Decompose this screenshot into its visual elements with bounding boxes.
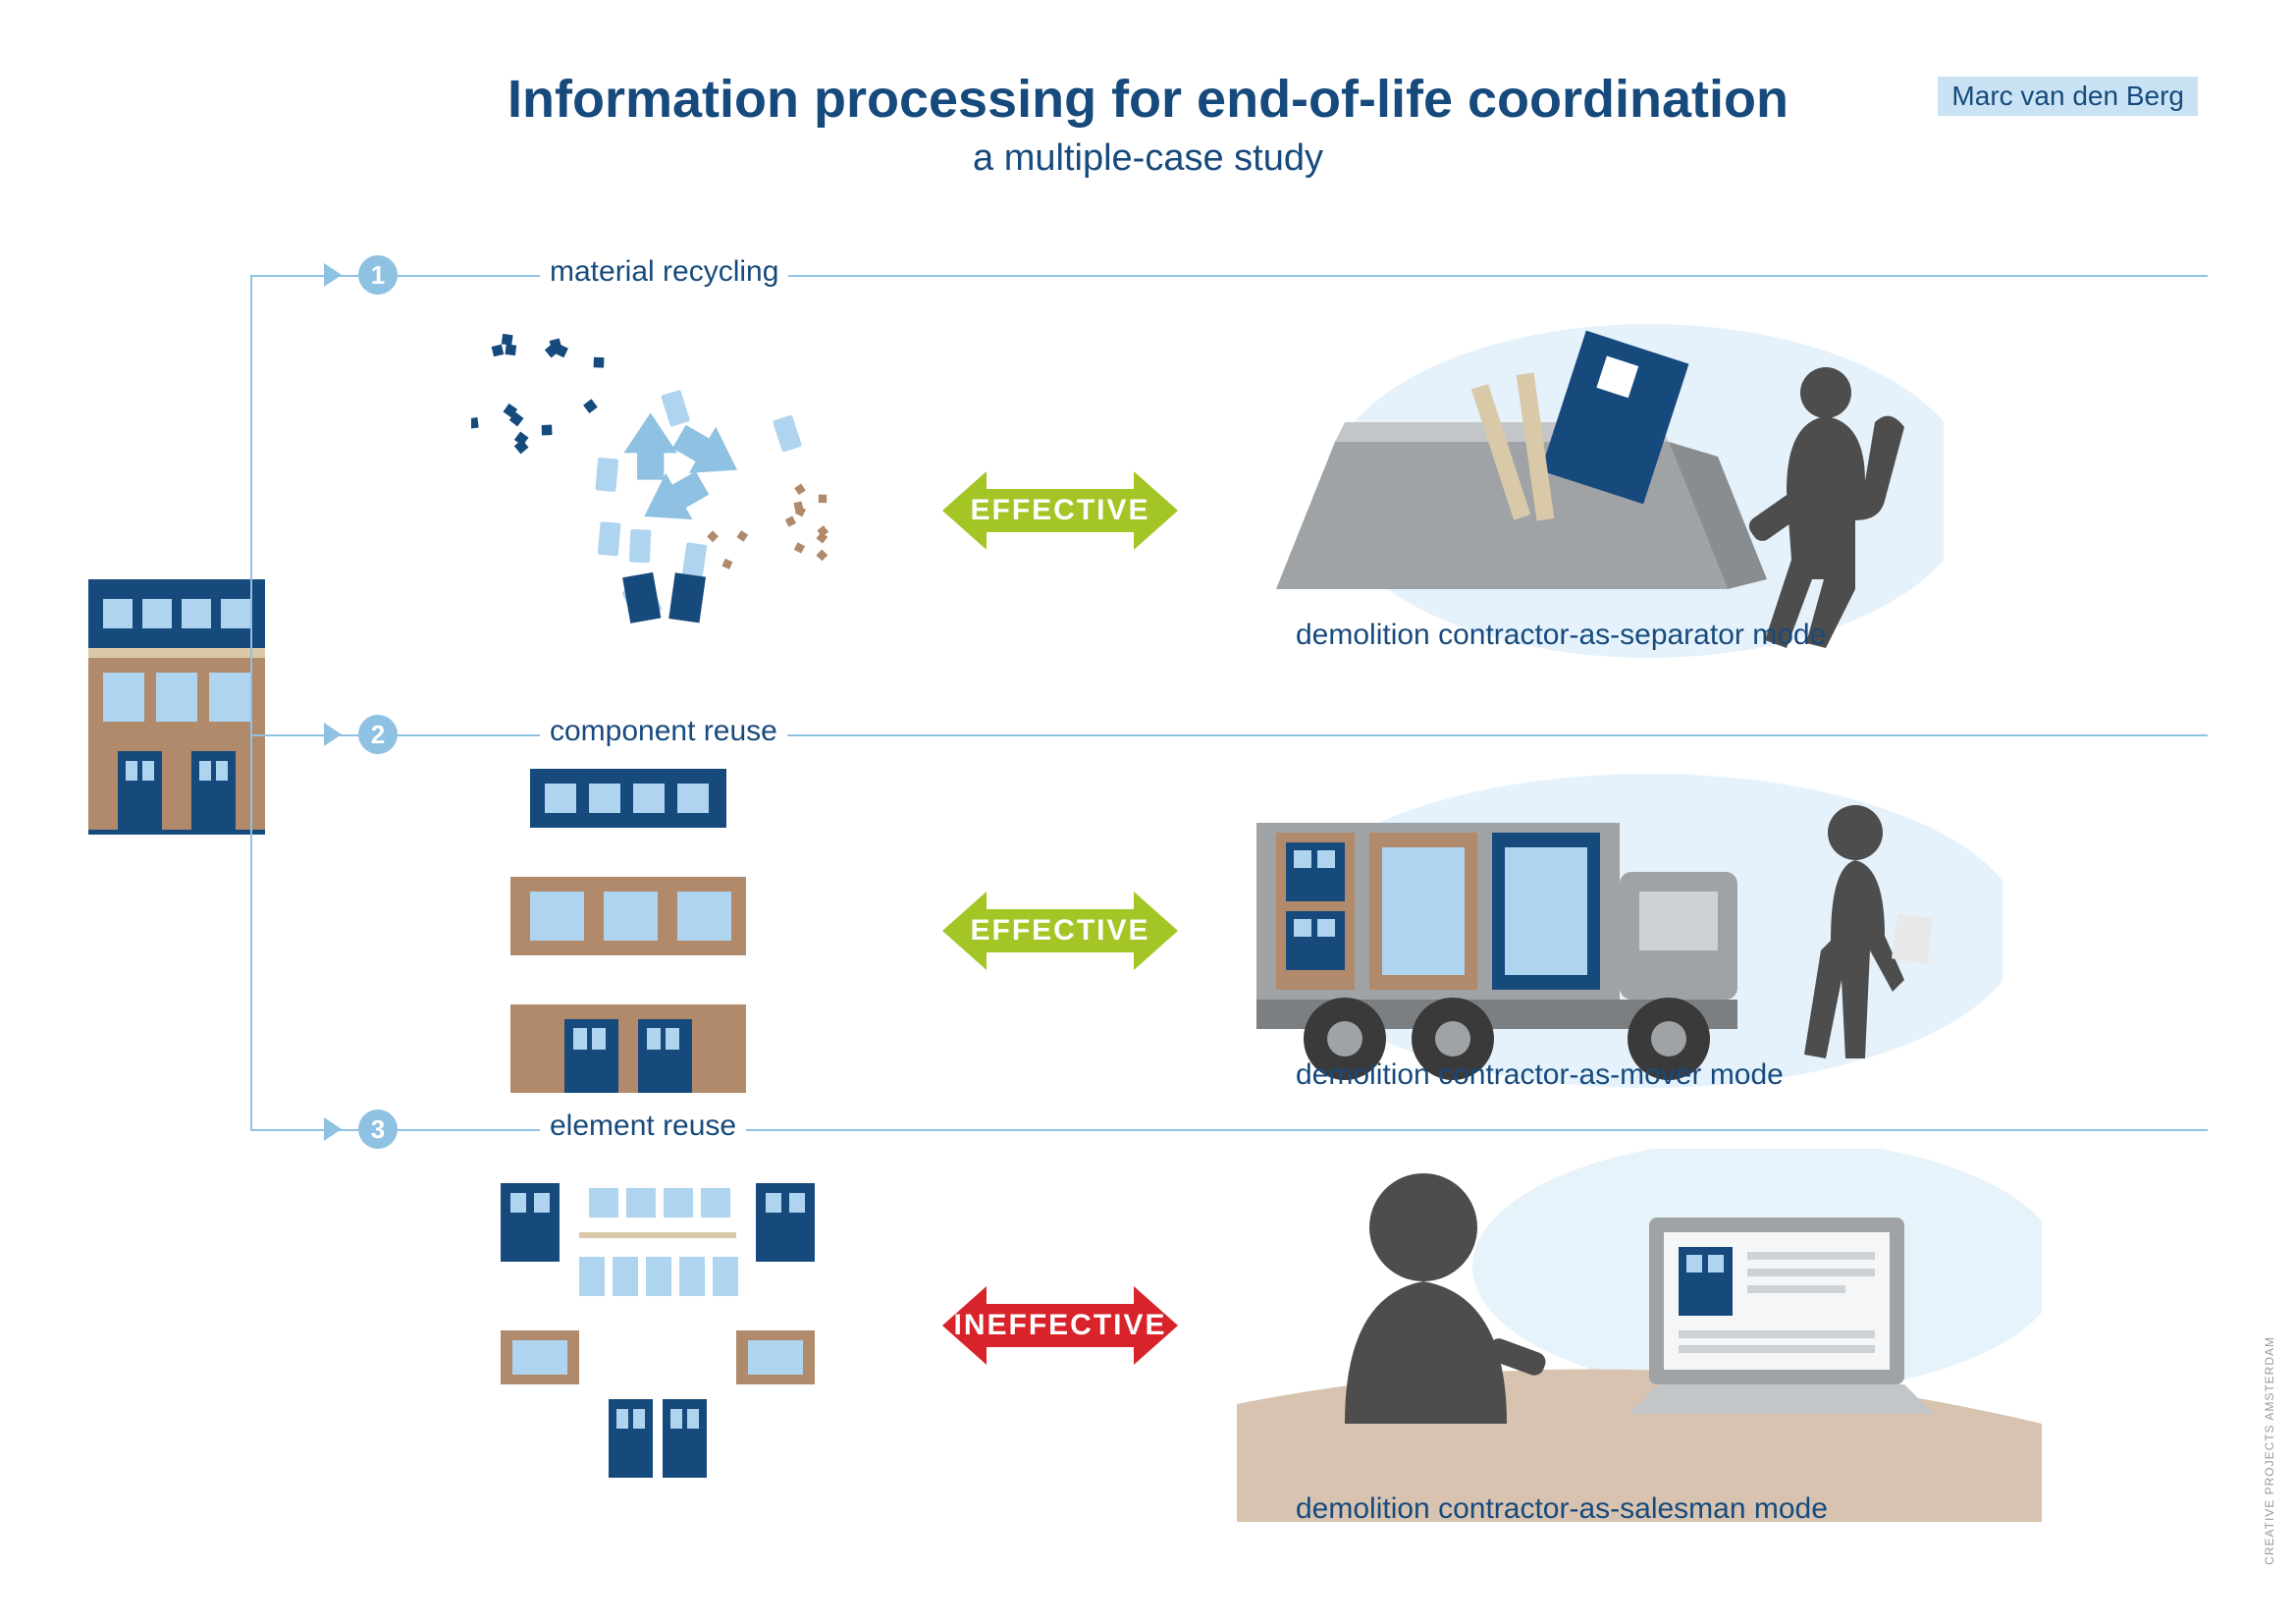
row-label: component reuse <box>540 715 787 748</box>
step-number-badge: 3 <box>358 1110 398 1149</box>
row-label: element reuse <box>540 1110 746 1143</box>
process-illustration-icon <box>471 309 883 628</box>
page-subtitle: a multiple-case study <box>0 137 2296 180</box>
connector-horizontal <box>250 734 324 736</box>
source-building-icon <box>88 579 265 839</box>
flow-arrow-icon <box>324 1117 342 1141</box>
connector-horizontal <box>250 275 324 277</box>
mode-illustration-icon <box>1217 764 2002 1103</box>
credit-text: CREATIVE PROJECTS AMSTERDAM <box>2263 1336 2276 1565</box>
step-number-badge: 2 <box>358 715 398 754</box>
connector-horizontal <box>250 1129 324 1131</box>
step-number-badge: 1 <box>358 255 398 295</box>
flow-arrow-icon <box>324 723 342 746</box>
connector-vertical <box>250 275 252 1129</box>
effectiveness-arrow: INEFFECTIVE <box>942 1286 1178 1365</box>
mode-label: demolition contractor-as-mover mode <box>1296 1058 1784 1092</box>
effectiveness-arrow: EFFECTIVE <box>942 471 1178 550</box>
effectiveness-arrow: EFFECTIVE <box>942 892 1178 970</box>
mode-illustration-icon <box>1237 1149 2042 1527</box>
process-illustration-icon <box>471 769 785 1098</box>
process-illustration-icon <box>471 1164 844 1492</box>
author-badge: Marc van den Berg <box>1938 77 2198 116</box>
row-label: material recycling <box>540 255 788 289</box>
mode-label: demolition contractor-as-separator mode <box>1296 619 1826 652</box>
flow-arrow-icon <box>324 263 342 287</box>
mode-label: demolition contractor-as-salesman mode <box>1296 1492 1828 1526</box>
